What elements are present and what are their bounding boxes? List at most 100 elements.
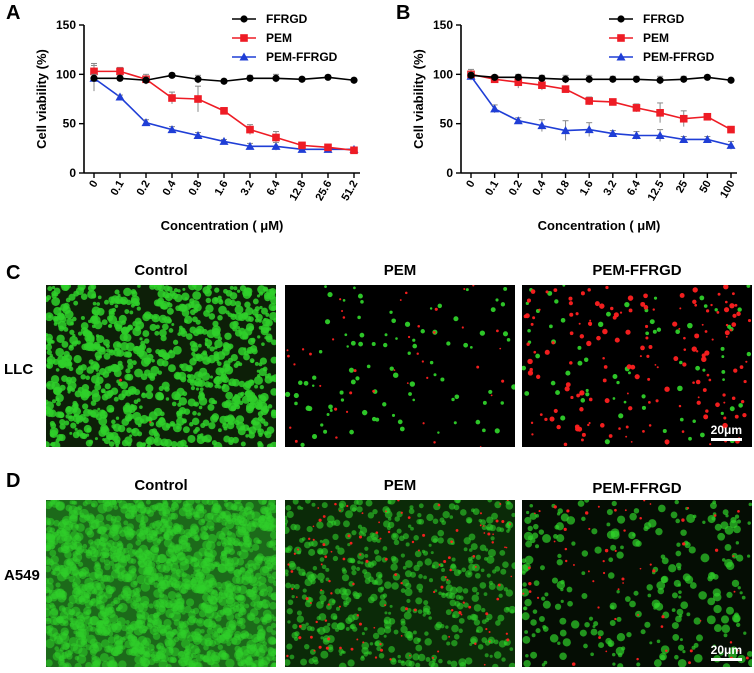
live-cell bbox=[261, 307, 268, 315]
live-cell bbox=[166, 301, 171, 306]
dead-cell bbox=[563, 527, 567, 531]
live-cell bbox=[70, 321, 74, 326]
live-cell bbox=[148, 603, 154, 609]
live-cell bbox=[363, 626, 368, 631]
dead-cell bbox=[689, 649, 693, 653]
live-cell bbox=[585, 388, 589, 393]
live-cell bbox=[357, 293, 363, 299]
live-cell bbox=[674, 500, 679, 505]
dead-cell bbox=[318, 518, 322, 522]
live-cell bbox=[364, 546, 369, 551]
live-cell bbox=[612, 662, 616, 666]
live-cell bbox=[384, 611, 388, 615]
live-cell bbox=[720, 346, 725, 351]
live-cell bbox=[191, 417, 200, 426]
live-cell bbox=[357, 315, 361, 320]
data-point bbox=[656, 109, 664, 117]
dead-cell bbox=[533, 350, 537, 354]
live-cell bbox=[91, 309, 98, 315]
live-cell bbox=[532, 609, 538, 614]
live-cell bbox=[136, 503, 142, 509]
dead-cell bbox=[499, 347, 502, 350]
live-cell bbox=[609, 602, 617, 610]
live-cell bbox=[250, 379, 254, 384]
live-cell bbox=[495, 620, 501, 626]
live-cell bbox=[191, 576, 198, 584]
live-cell bbox=[721, 624, 731, 634]
live-cell bbox=[449, 515, 454, 519]
dead-cell bbox=[645, 336, 649, 340]
live-cell bbox=[388, 611, 392, 615]
dead-cell bbox=[574, 424, 580, 430]
live-cell bbox=[102, 526, 108, 533]
live-cell bbox=[646, 584, 653, 591]
live-cell bbox=[111, 500, 118, 506]
live-cell bbox=[271, 622, 276, 629]
live-cell bbox=[215, 367, 224, 376]
live-cell bbox=[55, 347, 65, 357]
live-cell bbox=[584, 621, 590, 628]
live-cell bbox=[46, 544, 51, 549]
live-cell bbox=[91, 293, 97, 299]
live-cell bbox=[451, 397, 455, 402]
live-cell bbox=[221, 542, 227, 547]
live-cell bbox=[565, 370, 571, 376]
live-cell bbox=[476, 591, 480, 596]
dead-cell bbox=[575, 312, 579, 316]
live-cell bbox=[640, 629, 646, 635]
live-cell bbox=[373, 549, 380, 555]
live-cell bbox=[108, 441, 115, 447]
dead-cell bbox=[640, 301, 646, 307]
live-cell bbox=[420, 329, 425, 334]
live-cell bbox=[127, 363, 134, 370]
dead-cell bbox=[724, 330, 730, 336]
live-cell bbox=[693, 653, 703, 663]
live-cell bbox=[232, 605, 240, 612]
dead-cell bbox=[630, 441, 633, 443]
live-cell bbox=[471, 586, 478, 593]
live-cell bbox=[257, 373, 261, 378]
live-cell bbox=[114, 304, 119, 308]
live-cell bbox=[345, 597, 352, 603]
live-cell bbox=[437, 529, 445, 537]
live-cell bbox=[452, 611, 460, 619]
live-cell bbox=[505, 589, 513, 597]
live-cell bbox=[51, 591, 59, 600]
live-cell bbox=[253, 537, 260, 544]
live-cell bbox=[468, 548, 473, 552]
live-cell bbox=[533, 580, 540, 587]
live-cell bbox=[490, 307, 496, 313]
live-cell bbox=[201, 532, 209, 541]
live-cell bbox=[156, 650, 166, 660]
live-cell bbox=[412, 630, 417, 635]
live-cell bbox=[226, 421, 235, 430]
live-cell bbox=[291, 594, 295, 599]
live-cell bbox=[63, 327, 69, 332]
live-cell bbox=[226, 558, 232, 564]
dead-cell bbox=[740, 399, 745, 404]
live-cell bbox=[150, 572, 159, 581]
live-cell bbox=[272, 663, 276, 667]
live-cell bbox=[446, 341, 451, 346]
live-cell bbox=[474, 572, 481, 579]
x-tick-label: 0.8 bbox=[554, 179, 572, 198]
live-cell bbox=[108, 588, 114, 595]
live-cell bbox=[433, 373, 437, 377]
dead-cell bbox=[701, 323, 704, 326]
data-point bbox=[115, 92, 125, 101]
live-cell bbox=[677, 659, 687, 667]
live-cell bbox=[201, 372, 211, 381]
x-tick-label: 51.2 bbox=[339, 179, 360, 204]
live-cell bbox=[182, 503, 191, 513]
y-tick-label: 0 bbox=[446, 166, 453, 180]
dead-cell bbox=[600, 423, 605, 428]
legend-label: PEM-FFRGD bbox=[266, 50, 338, 64]
dead-cell bbox=[413, 608, 417, 612]
live-cell bbox=[263, 317, 267, 322]
live-cell bbox=[138, 522, 146, 530]
live-cell bbox=[371, 560, 377, 566]
live-cell bbox=[46, 441, 50, 447]
live-cell bbox=[412, 343, 418, 349]
dead-cell bbox=[411, 540, 415, 544]
live-cell bbox=[149, 625, 160, 636]
